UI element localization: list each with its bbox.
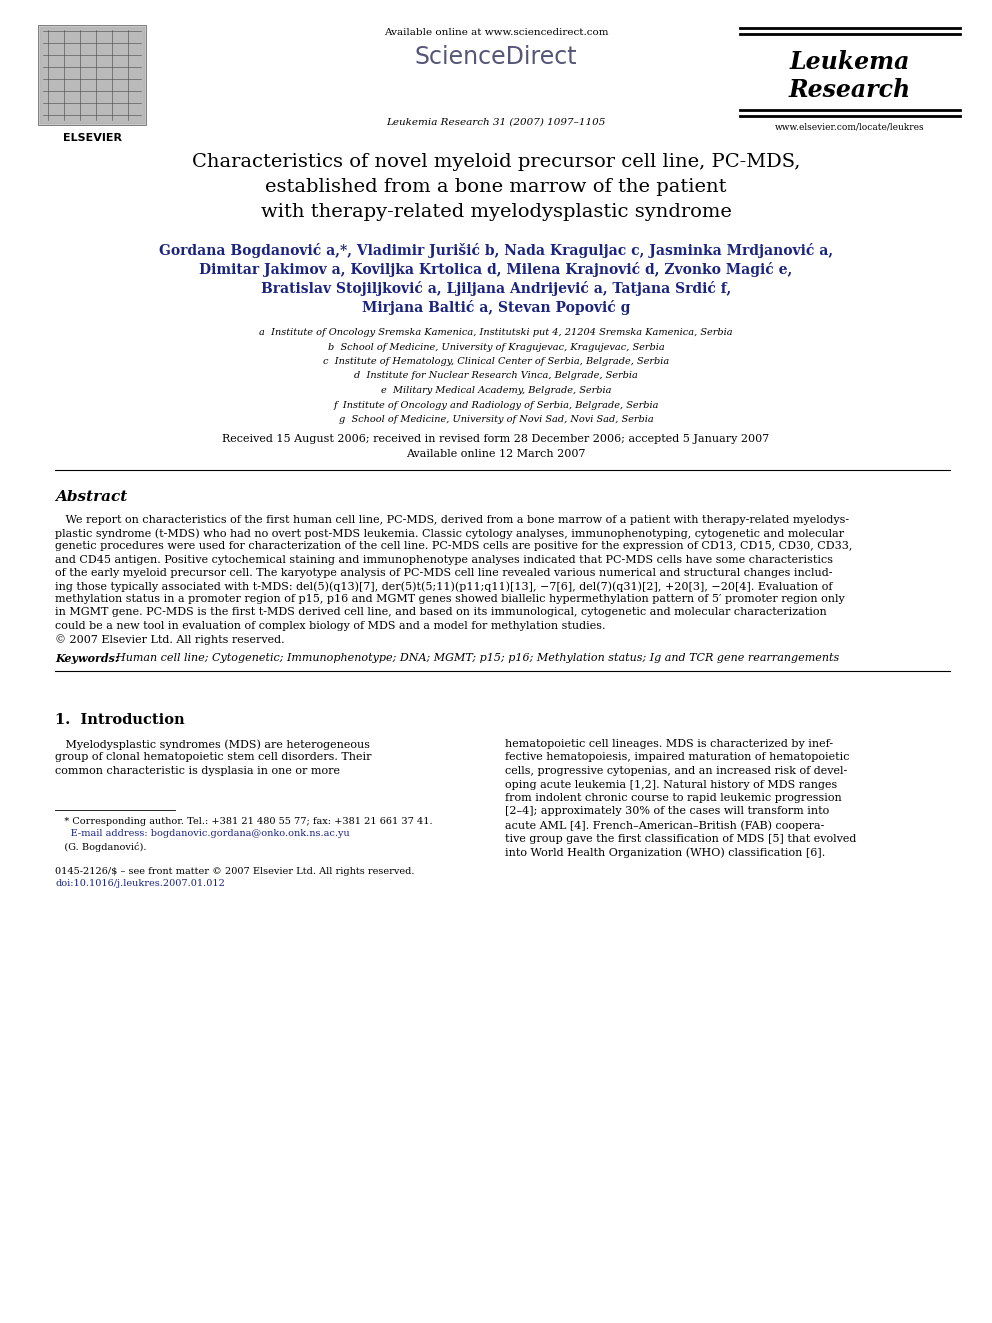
Text: and CD45 antigen. Positive cytochemical staining and immunophenotype analyses in: and CD45 antigen. Positive cytochemical … <box>55 554 833 565</box>
Text: acute AML [4]. French–American–British (FAB) coopera-: acute AML [4]. French–American–British (… <box>505 820 824 831</box>
Text: tive group gave the first classification of MDS [5] that evolved: tive group gave the first classification… <box>505 833 856 844</box>
Text: b  School of Medicine, University of Kragujevac, Kragujevac, Serbia: b School of Medicine, University of Krag… <box>327 343 665 352</box>
Text: Bratislav Stojiljković a, Ljiljana Andrijević a, Tatjana Srdić f,: Bratislav Stojiljković a, Ljiljana Andri… <box>261 280 731 296</box>
Text: hematopoietic cell lineages. MDS is characterized by inef-: hematopoietic cell lineages. MDS is char… <box>505 740 833 749</box>
Text: Gordana Bogdanović a,*, Vladimir Jurišić b, Nada Kraguljac c, Jasminka Mrdjanovi: Gordana Bogdanović a,*, Vladimir Jurišić… <box>159 243 833 258</box>
Text: © 2007 Elsevier Ltd. All rights reserved.: © 2007 Elsevier Ltd. All rights reserved… <box>55 634 285 644</box>
Text: 0145-2126/$ – see front matter © 2007 Elsevier Ltd. All rights reserved.: 0145-2126/$ – see front matter © 2007 El… <box>55 868 415 877</box>
Text: Available online at www.sciencedirect.com: Available online at www.sciencedirect.co… <box>384 28 608 37</box>
Text: E-mail address: bogdanovic.gordana@onko.onk.ns.ac.yu: E-mail address: bogdanovic.gordana@onko.… <box>55 830 350 839</box>
Text: methylation status in a promoter region of p15, p16 and MGMT genes showed bialle: methylation status in a promoter region … <box>55 594 845 605</box>
Text: We report on characteristics of the first human cell line, PC-MDS, derived from : We report on characteristics of the firs… <box>55 515 849 525</box>
Text: Myelodysplastic syndromes (MDS) are heterogeneous: Myelodysplastic syndromes (MDS) are hete… <box>55 740 370 750</box>
Text: of the early myeloid precursor cell. The karyotype analysis of PC-MDS cell line : of the early myeloid precursor cell. The… <box>55 568 832 578</box>
Text: fective hematopoiesis, impaired maturation of hematopoietic: fective hematopoiesis, impaired maturati… <box>505 753 849 762</box>
Text: Research: Research <box>789 78 911 102</box>
Text: from indolent chronic course to rapid leukemic progression: from indolent chronic course to rapid le… <box>505 792 842 803</box>
Text: in MGMT gene. PC-MDS is the first t-MDS derived cell line, and based on its immu: in MGMT gene. PC-MDS is the first t-MDS … <box>55 607 826 618</box>
Text: Mirjana Baltić a, Stevan Popović g: Mirjana Baltić a, Stevan Popović g <box>362 300 630 315</box>
Text: g  School of Medicine, University of Novi Sad, Novi Sad, Serbia: g School of Medicine, University of Novi… <box>338 415 654 423</box>
Text: Characteristics of novel myeloid precursor cell line, PC-MDS,: Characteristics of novel myeloid precurs… <box>191 153 801 171</box>
Text: ELSEVIER: ELSEVIER <box>62 134 121 143</box>
Text: genetic procedures were used for characterization of the cell line. PC-MDS cells: genetic procedures were used for charact… <box>55 541 852 552</box>
Text: e  Military Medical Academy, Belgrade, Serbia: e Military Medical Academy, Belgrade, Se… <box>381 386 611 396</box>
Text: cells, progressive cytopenias, and an increased risk of devel-: cells, progressive cytopenias, and an in… <box>505 766 847 777</box>
Text: (G. Bogdanović).: (G. Bogdanović). <box>55 841 147 852</box>
Text: [2–4]; approximately 30% of the cases will transform into: [2–4]; approximately 30% of the cases wi… <box>505 807 829 816</box>
Text: Dimitar Jakimov a, Koviljka Krtolica d, Milena Krajnović d, Zvonko Magić e,: Dimitar Jakimov a, Koviljka Krtolica d, … <box>199 262 793 277</box>
Text: c  Institute of Hematology, Clinical Center of Serbia, Belgrade, Serbia: c Institute of Hematology, Clinical Cent… <box>322 357 670 366</box>
Text: into World Health Organization (WHO) classification [6].: into World Health Organization (WHO) cla… <box>505 847 825 857</box>
Text: Leukema: Leukema <box>790 50 911 74</box>
Text: Available online 12 March 2007: Available online 12 March 2007 <box>407 448 585 459</box>
Text: group of clonal hematopoietic stem cell disorders. Their: group of clonal hematopoietic stem cell … <box>55 753 371 762</box>
Text: doi:10.1016/j.leukres.2007.01.012: doi:10.1016/j.leukres.2007.01.012 <box>55 880 225 889</box>
Text: Received 15 August 2006; received in revised form 28 December 2006; accepted 5 J: Received 15 August 2006; received in rev… <box>222 434 770 445</box>
Text: with therapy-related myelodysplastic syndrome: with therapy-related myelodysplastic syn… <box>261 202 731 221</box>
Text: common characteristic is dysplasia in one or more: common characteristic is dysplasia in on… <box>55 766 340 777</box>
Bar <box>38 25 146 124</box>
Text: Leukemia Research 31 (2007) 1097–1105: Leukemia Research 31 (2007) 1097–1105 <box>386 118 606 127</box>
Text: Abstract: Abstract <box>55 490 127 504</box>
Text: * Corresponding author. Tel.: +381 21 480 55 77; fax: +381 21 661 37 41.: * Corresponding author. Tel.: +381 21 48… <box>55 818 433 827</box>
Text: Human cell line; Cytogenetic; Immunophenotype; DNA; MGMT; p15; p16; Methylation : Human cell line; Cytogenetic; Immunophen… <box>109 654 839 663</box>
Text: ing those typically associated with t-MDS: del(5)(q13)[7], der(5)t(5;11)(p11;q11: ing those typically associated with t-MD… <box>55 581 832 591</box>
Text: could be a new tool in evaluation of complex biology of MDS and a model for meth: could be a new tool in evaluation of com… <box>55 620 605 631</box>
Text: www.elsevier.com/locate/leukres: www.elsevier.com/locate/leukres <box>775 122 925 131</box>
Text: oping acute leukemia [1,2]. Natural history of MDS ranges: oping acute leukemia [1,2]. Natural hist… <box>505 779 837 790</box>
Text: Keywords:: Keywords: <box>55 654 119 664</box>
Text: d  Institute for Nuclear Research Vinca, Belgrade, Serbia: d Institute for Nuclear Research Vinca, … <box>354 372 638 381</box>
Text: f  Institute of Oncology and Radiology of Serbia, Belgrade, Serbia: f Institute of Oncology and Radiology of… <box>333 401 659 410</box>
Text: plastic syndrome (t-MDS) who had no overt post-MDS leukemia. Classic cytology an: plastic syndrome (t-MDS) who had no over… <box>55 528 844 538</box>
Text: a  Institute of Oncology Sremska Kamenica, Institutski put 4, 21204 Sremska Kame: a Institute of Oncology Sremska Kamenica… <box>259 328 733 337</box>
Text: established from a bone marrow of the patient: established from a bone marrow of the pa… <box>265 179 727 196</box>
Text: 1.  Introduction: 1. Introduction <box>55 713 185 728</box>
Text: ScienceDirect: ScienceDirect <box>415 45 577 69</box>
